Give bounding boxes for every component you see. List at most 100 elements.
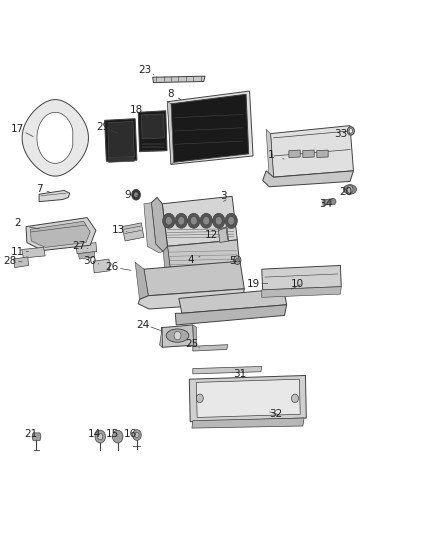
PathPatch shape [14,257,28,268]
PathPatch shape [167,240,240,274]
PathPatch shape [317,150,328,158]
PathPatch shape [175,305,287,325]
Text: 10: 10 [291,279,304,288]
Text: 1: 1 [268,150,275,160]
PathPatch shape [263,171,353,187]
Text: 25: 25 [185,338,198,349]
Circle shape [132,189,141,200]
PathPatch shape [26,217,96,251]
PathPatch shape [171,94,249,163]
Circle shape [203,216,210,225]
Text: 26: 26 [106,262,119,271]
PathPatch shape [39,190,70,201]
Text: 21: 21 [25,429,38,439]
Text: 9: 9 [125,190,131,200]
Text: 5: 5 [229,256,235,266]
PathPatch shape [193,367,262,374]
PathPatch shape [162,196,237,246]
Ellipse shape [343,184,357,194]
Text: 33: 33 [335,128,348,139]
Circle shape [133,430,141,440]
Text: 15: 15 [106,429,119,439]
PathPatch shape [192,418,304,428]
Circle shape [98,433,103,440]
PathPatch shape [93,259,110,273]
PathPatch shape [108,122,134,158]
PathPatch shape [30,221,90,247]
Circle shape [134,192,138,197]
Text: 11: 11 [11,247,24,256]
Text: 7: 7 [36,184,42,194]
PathPatch shape [218,227,229,243]
PathPatch shape [161,325,194,348]
Text: 24: 24 [136,320,149,330]
PathPatch shape [21,247,45,258]
PathPatch shape [167,91,253,165]
Text: 29: 29 [97,122,110,132]
PathPatch shape [37,112,73,164]
PathPatch shape [289,150,300,158]
PathPatch shape [76,243,97,254]
PathPatch shape [163,246,171,277]
Circle shape [196,394,203,402]
PathPatch shape [189,375,306,422]
PathPatch shape [167,102,173,165]
PathPatch shape [266,130,274,179]
Text: 18: 18 [129,104,143,115]
Text: 23: 23 [138,65,152,75]
PathPatch shape [271,126,353,177]
Circle shape [225,213,237,228]
PathPatch shape [179,289,287,313]
Circle shape [228,216,235,225]
PathPatch shape [144,203,163,253]
PathPatch shape [196,379,300,417]
Circle shape [135,432,139,438]
PathPatch shape [151,197,167,252]
PathPatch shape [122,223,144,241]
Circle shape [162,213,175,228]
PathPatch shape [78,252,95,259]
Circle shape [175,213,187,228]
Text: 19: 19 [247,279,261,288]
PathPatch shape [138,111,167,152]
Text: 28: 28 [4,256,17,266]
PathPatch shape [193,345,228,351]
PathPatch shape [105,119,137,161]
PathPatch shape [144,261,244,296]
PathPatch shape [32,433,41,440]
PathPatch shape [262,265,341,290]
PathPatch shape [262,287,341,297]
Text: 17: 17 [11,124,24,134]
Ellipse shape [166,329,189,342]
PathPatch shape [141,114,164,139]
Circle shape [95,430,106,443]
PathPatch shape [193,325,196,346]
Text: 3: 3 [220,191,227,201]
Circle shape [236,258,239,262]
Text: 16: 16 [124,429,138,439]
PathPatch shape [323,198,333,205]
Circle shape [187,213,200,228]
Text: 31: 31 [233,369,247,379]
Circle shape [212,213,225,228]
Circle shape [174,332,181,340]
Circle shape [165,216,172,225]
PathPatch shape [22,100,88,176]
Text: 8: 8 [168,88,174,99]
PathPatch shape [138,289,244,309]
Circle shape [291,394,298,402]
Circle shape [215,216,222,225]
PathPatch shape [303,150,314,158]
Circle shape [113,430,123,443]
PathPatch shape [159,328,162,348]
Text: 32: 32 [269,409,283,419]
Circle shape [200,213,212,228]
Circle shape [347,185,353,193]
Text: 13: 13 [112,225,125,236]
PathPatch shape [152,76,205,83]
Circle shape [190,216,197,225]
Text: 34: 34 [319,199,332,209]
Text: 20: 20 [339,187,352,197]
Text: 12: 12 [205,230,218,240]
Text: 27: 27 [73,241,86,251]
